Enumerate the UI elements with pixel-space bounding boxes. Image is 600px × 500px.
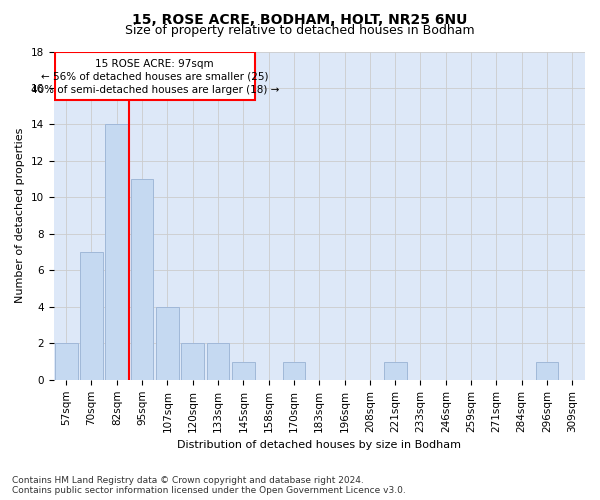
- Bar: [536, 362, 559, 380]
- Bar: [55, 344, 77, 380]
- Bar: [283, 362, 305, 380]
- Bar: [55, 52, 255, 100]
- Y-axis label: Number of detached properties: Number of detached properties: [15, 128, 25, 304]
- Text: 15, ROSE ACRE, BODHAM, HOLT, NR25 6NU: 15, ROSE ACRE, BODHAM, HOLT, NR25 6NU: [133, 12, 467, 26]
- Bar: [156, 307, 179, 380]
- Bar: [232, 362, 255, 380]
- Bar: [80, 252, 103, 380]
- Text: 40% of semi-detached houses are larger (18) →: 40% of semi-detached houses are larger (…: [31, 85, 279, 95]
- Text: Contains HM Land Registry data © Crown copyright and database right 2024.
Contai: Contains HM Land Registry data © Crown c…: [12, 476, 406, 495]
- Text: ← 56% of detached houses are smaller (25): ← 56% of detached houses are smaller (25…: [41, 72, 269, 82]
- Bar: [131, 179, 154, 380]
- Text: Size of property relative to detached houses in Bodham: Size of property relative to detached ho…: [125, 24, 475, 37]
- Bar: [106, 124, 128, 380]
- Text: 15 ROSE ACRE: 97sqm: 15 ROSE ACRE: 97sqm: [95, 58, 214, 68]
- Bar: [206, 344, 229, 380]
- Bar: [181, 344, 204, 380]
- X-axis label: Distribution of detached houses by size in Bodham: Distribution of detached houses by size …: [177, 440, 461, 450]
- Bar: [384, 362, 407, 380]
